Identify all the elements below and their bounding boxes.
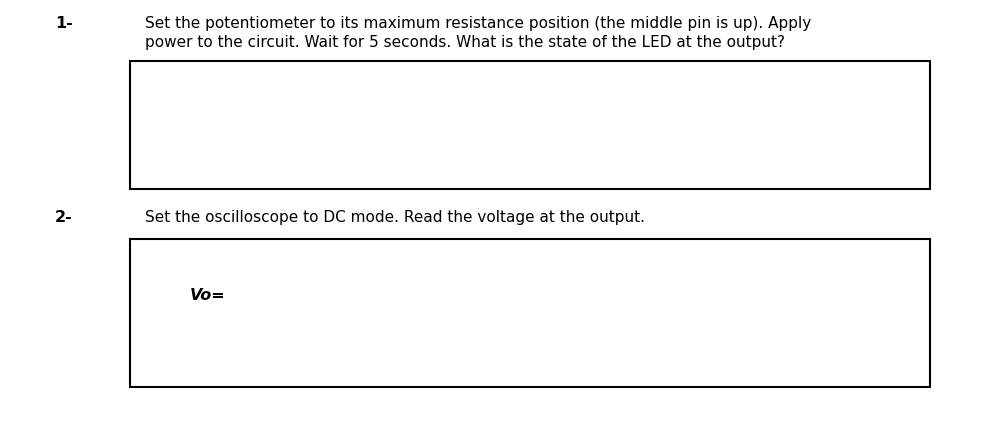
- Text: Set the potentiometer to its maximum resistance position (the middle pin is up).: Set the potentiometer to its maximum res…: [145, 16, 811, 31]
- Text: 1-: 1-: [55, 16, 72, 31]
- Bar: [130, 62, 930, 190]
- Text: 2-: 2-: [55, 209, 72, 224]
- Text: Set the oscilloscope to DC mode. Read the voltage at the output.: Set the oscilloscope to DC mode. Read th…: [145, 209, 645, 224]
- Text: Vo=: Vo=: [190, 287, 225, 302]
- Bar: [130, 240, 930, 387]
- Text: power to the circuit. Wait for 5 seconds. What is the state of the LED at the ou: power to the circuit. Wait for 5 seconds…: [145, 35, 785, 50]
